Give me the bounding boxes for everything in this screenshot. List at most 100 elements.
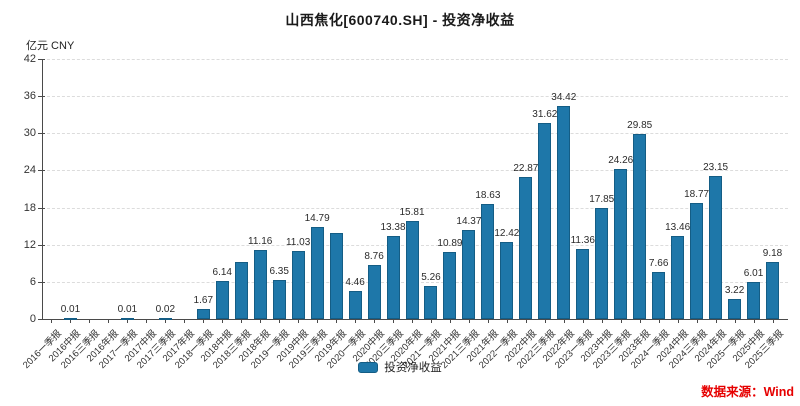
bar (348, 291, 362, 319)
x-axis-tick (506, 319, 508, 323)
chart-title: 山西焦化[600740.SH] - 投资净收益 (285, 12, 515, 28)
bar (557, 106, 571, 319)
bar-value-label: 6.14 (212, 267, 232, 278)
bar-value-label: 34.42 (551, 92, 577, 103)
y-axis-tick (38, 170, 45, 172)
y-tick-label: 24 (23, 164, 36, 177)
x-axis-tick (203, 319, 205, 323)
x-axis-tick (298, 319, 300, 323)
gridline (42, 207, 788, 209)
x-axis-tick (468, 319, 470, 323)
bar (443, 252, 457, 319)
x-axis-line (42, 319, 788, 320)
x-axis-tick (355, 319, 357, 323)
bar (709, 176, 723, 319)
bar-value-label: 9.18 (762, 248, 783, 259)
y-tick-label: 6 (29, 275, 36, 288)
bar-value-label: 11.16 (248, 236, 273, 247)
y-axis-line (42, 59, 43, 319)
bar-value-label: 13.38 (380, 222, 406, 233)
bar (272, 280, 286, 319)
bar (253, 250, 267, 319)
bar (120, 318, 134, 320)
x-axis-tick (620, 319, 622, 323)
x-axis-tick (279, 319, 281, 323)
bar (234, 262, 248, 319)
bar-value-label: 6.35 (269, 266, 289, 277)
y-tick-label: 18 (23, 201, 36, 214)
y-axis-tick (38, 133, 45, 135)
x-axis-tick (127, 319, 129, 323)
y-tick-label: 42 (23, 53, 36, 65)
y-axis-tick (38, 59, 45, 60)
x-axis-tick (639, 319, 641, 323)
bar (595, 208, 609, 319)
bar (633, 134, 647, 319)
bar-value-label: 18.63 (475, 190, 501, 201)
x-axis-tick (260, 319, 262, 323)
x-axis-tick (89, 319, 91, 323)
bar (196, 309, 210, 319)
bar (215, 281, 229, 319)
bar (310, 227, 324, 319)
gridline (42, 96, 788, 98)
bar (500, 242, 514, 319)
bar (405, 221, 419, 319)
bar (728, 299, 742, 319)
bar-value-label: 10.89 (437, 238, 463, 249)
bar-value-label: 23.15 (703, 162, 729, 173)
legend-item-label[interactable]: 投资净收益 (384, 362, 442, 374)
bar-value-label: 6.01 (743, 268, 764, 279)
bar-value-label: 31.62 (532, 109, 558, 120)
bar (329, 233, 343, 319)
x-axis-tick (108, 319, 110, 323)
bar (367, 265, 381, 319)
x-axis-tick (544, 319, 546, 323)
bar (519, 177, 533, 319)
bar-value-label: 12.42 (494, 228, 520, 239)
x-axis-tick (430, 319, 432, 323)
bar-value-label: 15.81 (399, 207, 425, 218)
bar (766, 262, 779, 319)
y-axis-tick (38, 319, 45, 320)
x-axis-tick (696, 319, 698, 323)
bar (63, 318, 77, 320)
bar (462, 230, 476, 319)
x-axis-tick (317, 319, 319, 323)
x-axis-tick (753, 319, 755, 323)
gridline (42, 170, 788, 172)
x-axis-tick (374, 319, 376, 323)
gridline (42, 133, 788, 135)
bar (652, 272, 666, 319)
x-axis-tick (487, 319, 489, 323)
bar-value-label: 29.85 (627, 120, 653, 131)
bar-value-label: 1.67 (193, 295, 214, 306)
bar (424, 286, 438, 319)
bar (747, 282, 761, 319)
bar-value-label: 0.01 (117, 304, 138, 315)
y-axis-tick (38, 281, 45, 283)
bar-value-label: 0.01 (60, 304, 81, 315)
y-axis-tick (38, 244, 45, 246)
x-axis-tick (525, 319, 527, 323)
y-axis-tick (38, 96, 45, 98)
bar-value-label: 3.22 (724, 285, 745, 296)
bar (671, 236, 685, 319)
x-axis-tick (734, 319, 736, 323)
y-tick-label: 0 (29, 313, 36, 325)
x-axis-tick (393, 319, 395, 323)
legend-swatch-icon (358, 361, 379, 373)
bar-value-label: 11.03 (285, 237, 311, 248)
bar-value-label: 14.79 (304, 213, 330, 224)
bar-value-label: 8.76 (364, 251, 384, 262)
x-axis-tick (165, 319, 167, 323)
y-tick-label: 36 (23, 90, 36, 103)
x-axis-tick (715, 319, 717, 323)
bar (386, 236, 400, 319)
x-axis-tick (677, 319, 679, 323)
y-tick-label: 12 (23, 238, 36, 251)
bar-value-label: 0.02 (155, 304, 176, 315)
bar (576, 249, 590, 319)
